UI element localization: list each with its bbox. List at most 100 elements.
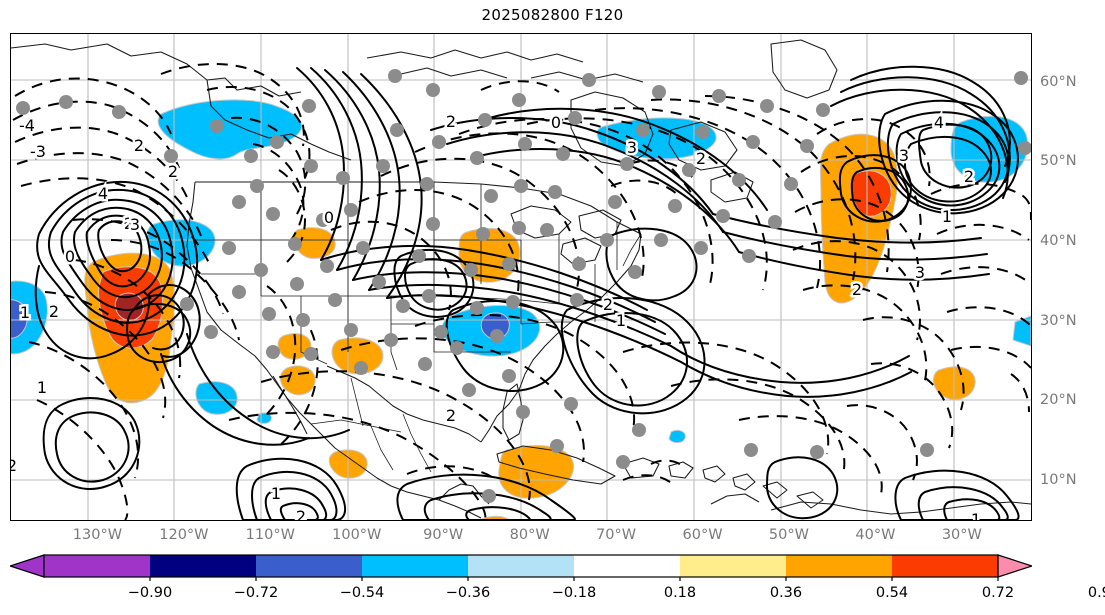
colorbar-tick-label: 0.72 [981, 585, 1015, 601]
contour-label: 2 [446, 406, 456, 425]
contour-label: 1 [37, 378, 47, 397]
contour-label-halo: 2 [603, 295, 613, 314]
colorbar-band [256, 555, 363, 577]
contour-label-halo: -4 [19, 116, 35, 135]
contour-label: 3 [627, 138, 637, 157]
contour-label-halo: 1 [20, 303, 30, 322]
chart-title: 2025082800 F120 [481, 6, 624, 24]
contour-label: 3 [899, 146, 909, 165]
contour-label: 2 [852, 280, 862, 299]
longitude-tick-label: 130°W [72, 527, 123, 543]
contour-label: 0 [324, 208, 334, 227]
contour-label-halo: 4 [98, 184, 108, 203]
contour-label: 3 [130, 215, 140, 234]
contour-label-halo: 2 [964, 167, 974, 186]
colorbar-tick-label: 0.36 [769, 585, 803, 601]
contour-label-halo: -3 [30, 142, 46, 161]
colorbar-outline [43, 554, 999, 578]
contour-label: 2 [603, 295, 613, 314]
contour-label: -4 [19, 116, 35, 135]
contour-label-halo: 2 [296, 507, 306, 520]
latitude-tick-label: 30°N [1040, 312, 1077, 329]
colorbar-band [44, 555, 151, 577]
contour-label-halo: 2 [446, 406, 456, 425]
contour-label-halo: 2 [134, 136, 144, 155]
colorbar-tick-label: −0.90 [127, 585, 173, 601]
contour-label-halo: 2 [446, 112, 456, 131]
contour-label: 2 [134, 136, 144, 155]
latitude-tick-label: 40°N [1040, 233, 1077, 250]
negative-contour-lines [12, 62, 1031, 520]
contour-label-halo: 1 [37, 378, 47, 397]
colorbar-tick-label: −0.36 [445, 585, 491, 601]
colorbar-extend-max [997, 554, 1032, 578]
longitude-tick-label: 60°W [682, 527, 723, 543]
contour-label: 2 [696, 149, 706, 168]
contour-label-halo: 1 [271, 484, 281, 503]
contour-label: 2 [964, 167, 974, 186]
colorbar-band [786, 555, 893, 577]
map-panel: -4 -4 -3 -3 4 4 2 2 2 2 0 0 3 3 1 1 2 2 1 1 2 2 0 0 2 2 0 0 3 3 2 2 2 2 1 1… [10, 33, 1032, 521]
contour-label: 2 [446, 112, 456, 131]
latitude-tick-label: 20°N [1040, 392, 1077, 409]
contour-label: 2 [11, 456, 17, 475]
longitude-tick-label: 110°W [245, 527, 295, 543]
longitude-tick-label: 100°W [332, 527, 382, 543]
colorbar-band [574, 555, 681, 577]
contour-label-halo: 2 [696, 149, 706, 168]
contour-label-halo: 0 [65, 247, 75, 266]
colorbar-extend-min [10, 554, 45, 578]
contour-label: 4 [934, 113, 944, 132]
latitude-tick-label: 10°N [1040, 472, 1077, 489]
contour-label-halo: 1 [971, 510, 981, 520]
contour-label: 1 [942, 207, 952, 226]
contour-label: 2 [168, 162, 178, 181]
contour-label-halo: 2 [852, 280, 862, 299]
contour-label-halo: 2 [49, 302, 59, 321]
contour-label: 3 [915, 263, 925, 282]
observation-station-dots [16, 69, 1031, 503]
contour-label: 2 [124, 214, 134, 233]
contour-label-halo: 2 [124, 214, 134, 233]
longitude-tick-label: 30°W [941, 527, 982, 543]
contour-label-halo: 3 [915, 263, 925, 282]
contour-label: 0 [65, 247, 75, 266]
contour-label-halo: 0 [324, 208, 334, 227]
colorbar-swatches [10, 554, 1032, 581]
contour-label: 1 [616, 311, 626, 330]
contour-label-halo: 0 [551, 113, 561, 132]
colorbar[interactable] [10, 553, 1032, 581]
contour-label: 0 [551, 113, 561, 132]
contour-label-halo: 3 [130, 215, 140, 234]
contour-label-halo: 2 [11, 456, 17, 475]
longitude-tick-label: 90°W [423, 527, 464, 543]
latitude-tick-label: 60°N [1040, 73, 1077, 90]
colorbar-tick-label: −0.72 [233, 585, 279, 601]
contour-label: 1 [20, 303, 30, 322]
colorbar-tick-label: 0.18 [663, 585, 697, 601]
contour-label-halo: 3 [899, 146, 909, 165]
contour-label-halo: 1 [616, 311, 626, 330]
longitude-tick-label: 80°W [509, 527, 550, 543]
colorbar-tick-label: 0.90 [1087, 585, 1105, 601]
contour-label: 1 [271, 484, 281, 503]
contour-label: 1 [971, 510, 981, 520]
colorbar-band [680, 555, 787, 577]
contour-label: 4 [98, 184, 108, 203]
longitude-tick-label: 40°W [855, 527, 896, 543]
colorbar-band [362, 555, 469, 577]
latitude-tick-label: 50°N [1040, 153, 1077, 170]
colorbar-band [150, 555, 257, 577]
contour-label-halo: 1 [942, 207, 952, 226]
colorbar-band [468, 555, 575, 577]
contour-label: 2 [49, 302, 59, 321]
colorbar-tick-label: 0.54 [875, 585, 909, 601]
colorbar-tick-label: −0.18 [551, 585, 597, 601]
longitude-tick-label: 50°W [768, 527, 809, 543]
longitude-tick-label: 120°W [159, 527, 209, 543]
colorbar-tick-label: −0.54 [339, 585, 385, 601]
longitude-tick-label: 70°W [596, 527, 637, 543]
